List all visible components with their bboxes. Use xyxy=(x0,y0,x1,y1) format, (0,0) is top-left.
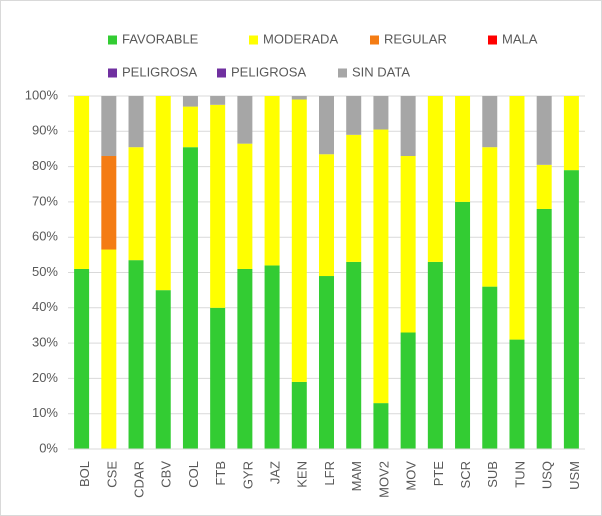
y-tick-label: 70% xyxy=(32,193,58,208)
bar-segment xyxy=(237,143,253,269)
bar-segment xyxy=(373,96,389,130)
bar-segment xyxy=(128,260,144,449)
bar-segment xyxy=(101,156,117,250)
bar-segment xyxy=(509,96,525,340)
bar-segment xyxy=(155,96,171,291)
x-tick-label: USQ xyxy=(540,461,555,489)
y-tick-label: 30% xyxy=(32,335,58,350)
y-tick-label: 100% xyxy=(25,87,59,102)
x-tick-label: MOV2 xyxy=(376,461,391,498)
x-tick-label: TUN xyxy=(512,461,527,488)
bar-segment xyxy=(128,96,144,148)
bar-segment xyxy=(182,106,198,148)
bar-segment xyxy=(427,261,443,449)
bar-segment xyxy=(291,381,307,449)
legend-label: REGULAR xyxy=(384,31,447,46)
legend-label: SIN DATA xyxy=(352,64,410,79)
x-tick-label: PTE xyxy=(431,461,446,487)
bar-segment xyxy=(101,249,117,449)
legend-label: MALA xyxy=(502,31,538,46)
bar-segment xyxy=(400,332,416,449)
y-tick-label: 40% xyxy=(32,299,58,314)
bar-segment xyxy=(482,286,498,449)
legend-label: FAVORABLE xyxy=(122,31,199,46)
bar-segment xyxy=(373,403,389,449)
bar-segment xyxy=(74,268,90,449)
y-tick-label: 20% xyxy=(32,370,58,385)
bar-segment xyxy=(264,265,280,449)
bar-segment xyxy=(455,201,471,449)
legend-swatch xyxy=(370,35,379,45)
legend-swatch xyxy=(108,68,117,78)
x-tick-label: COL xyxy=(186,461,201,488)
legend-swatch xyxy=(217,68,226,78)
x-tick-label: JAZ xyxy=(268,461,283,484)
y-tick-label: 60% xyxy=(32,229,58,244)
bar-segment xyxy=(319,276,334,449)
bar-segment xyxy=(210,96,226,105)
x-tick-label: CSE xyxy=(104,461,119,488)
bar-segment xyxy=(210,104,226,308)
legend-label: PELIGROSA xyxy=(122,64,197,79)
x-tick-label: CDAR xyxy=(131,461,146,498)
y-tick-label: 80% xyxy=(32,158,58,173)
bar-segment xyxy=(182,147,198,449)
bar-segment xyxy=(536,164,552,209)
x-tick-label: BOL xyxy=(77,461,92,487)
bar-segment xyxy=(291,96,307,100)
bar-segment xyxy=(455,96,471,202)
x-tick-label: CBV xyxy=(159,461,174,488)
bar-segment xyxy=(536,208,552,449)
x-tick-label: SCR xyxy=(458,461,473,488)
bar-segment xyxy=(74,96,90,269)
bar-segment xyxy=(400,96,416,157)
legend-swatch xyxy=(108,35,117,45)
bar-segment xyxy=(346,96,362,135)
legend-swatch xyxy=(249,35,258,45)
x-tick-label: FTB xyxy=(213,461,228,486)
x-tick-label: MAM xyxy=(349,461,364,491)
bar-segment xyxy=(101,96,117,157)
y-tick-label: 10% xyxy=(32,405,58,420)
bar-segment xyxy=(400,156,416,333)
y-tick-label: 0% xyxy=(39,440,58,455)
bar-segment xyxy=(155,290,171,449)
x-tick-label: LFR xyxy=(322,461,337,486)
bar-segment xyxy=(563,170,579,449)
bar-segment xyxy=(291,99,307,382)
x-tick-label: KEN xyxy=(295,461,310,488)
bar-segment xyxy=(509,339,525,449)
bar-segment xyxy=(182,96,198,107)
bar-segment xyxy=(346,134,362,262)
legend-swatch xyxy=(488,35,497,45)
x-tick-label: USM xyxy=(567,461,582,490)
bar-segment xyxy=(237,96,253,144)
bar-segment xyxy=(319,154,334,277)
bar-segment xyxy=(210,307,226,449)
bar-segment xyxy=(536,96,552,165)
bar-segment xyxy=(482,96,498,148)
x-tick-label: SUB xyxy=(485,461,500,488)
bar-segment xyxy=(346,261,362,449)
bar-segment xyxy=(482,147,498,287)
x-tick-label: MOV xyxy=(404,461,419,491)
bar-segment xyxy=(237,268,253,449)
bar-segment xyxy=(264,96,280,266)
legend-label: PELIGROSA xyxy=(231,64,306,79)
x-tick-label: GYR xyxy=(240,461,255,489)
y-tick-label: 90% xyxy=(32,123,58,138)
bar-segment xyxy=(563,96,579,171)
legend-label: MODERADA xyxy=(263,31,338,46)
bar-segment xyxy=(373,129,389,404)
bar-segment xyxy=(319,96,334,155)
bar-segment xyxy=(427,96,443,262)
y-tick-label: 50% xyxy=(32,264,58,279)
bar-segment xyxy=(128,147,144,261)
legend-swatch xyxy=(338,68,347,78)
